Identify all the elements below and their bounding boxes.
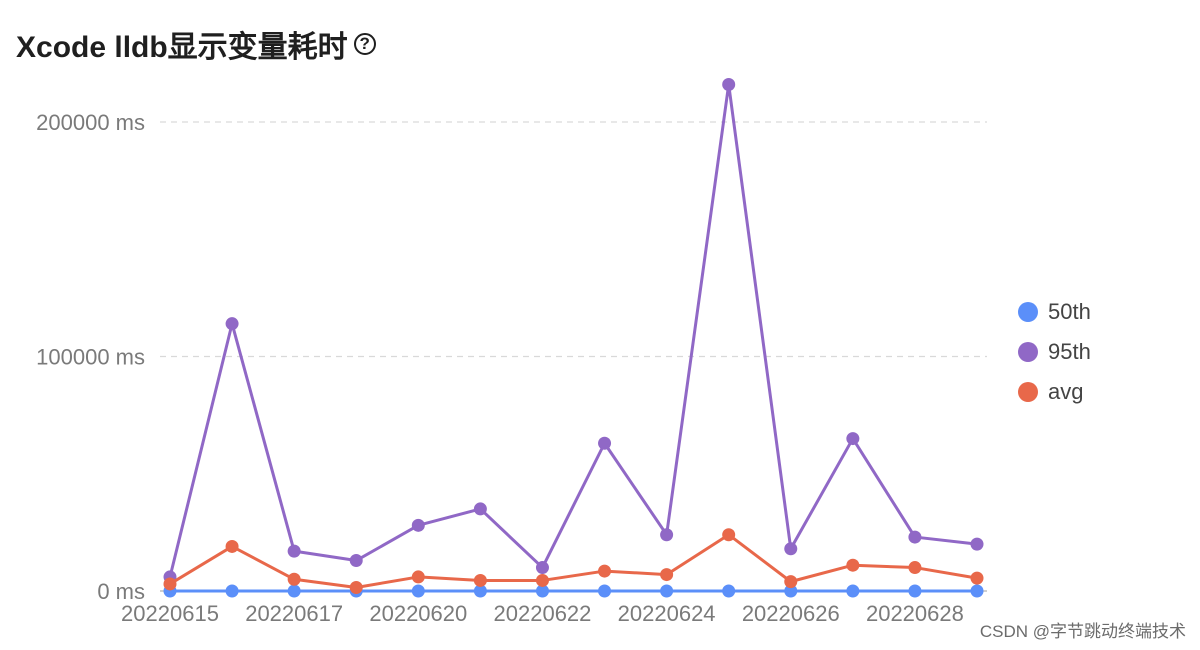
data-point-avg[interactable] <box>535 573 549 587</box>
watermark: CSDN @字节跳动终端技术 <box>979 622 1186 641</box>
x-tick-label: 20220620 <box>369 601 467 626</box>
data-point-avg[interactable] <box>970 571 984 585</box>
data-point-95th[interactable] <box>535 561 549 575</box>
legend-label: 95th <box>1048 339 1091 364</box>
data-point-50th[interactable] <box>908 584 922 598</box>
legend-item-avg[interactable]: avg <box>1018 372 1091 412</box>
data-point-50th[interactable] <box>970 584 984 598</box>
data-point-avg[interactable] <box>908 561 922 575</box>
data-point-50th[interactable] <box>660 584 674 598</box>
data-point-avg[interactable] <box>411 570 425 584</box>
legend-item-95th[interactable]: 95th <box>1018 332 1091 372</box>
y-tick-label: 100000 ms <box>36 345 145 370</box>
data-point-avg[interactable] <box>598 564 612 578</box>
x-tick-label: 20220628 <box>866 601 964 626</box>
data-point-avg[interactable] <box>349 580 363 594</box>
chart-title: Xcode lldb显示变量耗时 <box>16 31 348 64</box>
data-point-50th[interactable] <box>411 584 425 598</box>
question-circle-icon[interactable]: ? <box>353 33 376 55</box>
data-point-95th[interactable] <box>908 530 922 544</box>
data-point-95th[interactable] <box>970 537 984 551</box>
data-point-50th[interactable] <box>535 584 549 598</box>
y-axis: 0 ms 100000 ms 200000 ms <box>36 110 145 604</box>
data-point-50th[interactable] <box>784 584 798 598</box>
x-tick-label: 20220626 <box>742 601 840 626</box>
data-point-95th[interactable] <box>411 518 425 532</box>
legend-item-50th[interactable]: 50th <box>1018 292 1091 332</box>
data-point-avg[interactable] <box>473 573 487 587</box>
x-axis: 20220615 20220617 20220620 20220622 20220624… <box>121 590 987 626</box>
series-line-avg <box>168 533 979 589</box>
legend-label: 50th <box>1048 299 1091 324</box>
legend-marker <box>1018 342 1038 362</box>
x-tick-label: 20220615 <box>121 601 219 626</box>
title-row: Xcode lldb显示变量耗时 ? <box>16 22 376 66</box>
data-point-50th[interactable] <box>225 584 239 598</box>
data-point-avg[interactable] <box>660 568 674 582</box>
x-tick-label: 20220617 <box>245 601 343 626</box>
grid-layer <box>160 121 987 358</box>
data-point-avg[interactable] <box>287 572 301 586</box>
data-point-95th[interactable] <box>225 317 239 331</box>
x-tick-label: 20220624 <box>618 601 716 626</box>
data-point-50th[interactable] <box>722 584 736 598</box>
data-point-avg[interactable] <box>784 575 798 589</box>
data-point-avg[interactable] <box>846 558 860 572</box>
data-point-95th[interactable] <box>473 502 487 516</box>
data-point-95th[interactable] <box>784 542 798 556</box>
data-point-95th[interactable] <box>722 77 736 91</box>
legend-label: avg <box>1048 379 1084 404</box>
series-layer <box>163 77 984 598</box>
data-point-avg[interactable] <box>225 539 239 553</box>
data-point-95th[interactable] <box>846 432 860 446</box>
data-point-95th[interactable] <box>660 528 674 542</box>
y-tick-label: 0 ms <box>97 579 145 604</box>
data-point-avg[interactable] <box>722 528 736 542</box>
y-tick-label: 200000 ms <box>36 110 145 135</box>
data-point-avg[interactable] <box>163 577 177 591</box>
data-point-95th[interactable] <box>287 544 301 558</box>
data-point-95th[interactable] <box>349 554 363 568</box>
x-tick-label: 20220622 <box>494 601 592 626</box>
legend: 50th 95th avg <box>1018 292 1091 412</box>
data-point-50th[interactable] <box>473 584 487 598</box>
legend-marker <box>1018 302 1038 322</box>
legend-marker <box>1018 382 1038 402</box>
data-point-95th[interactable] <box>598 436 612 450</box>
data-point-50th[interactable] <box>846 584 860 598</box>
data-point-50th[interactable] <box>287 584 301 598</box>
data-point-50th[interactable] <box>598 584 612 598</box>
series-line-95th <box>168 82 979 579</box>
